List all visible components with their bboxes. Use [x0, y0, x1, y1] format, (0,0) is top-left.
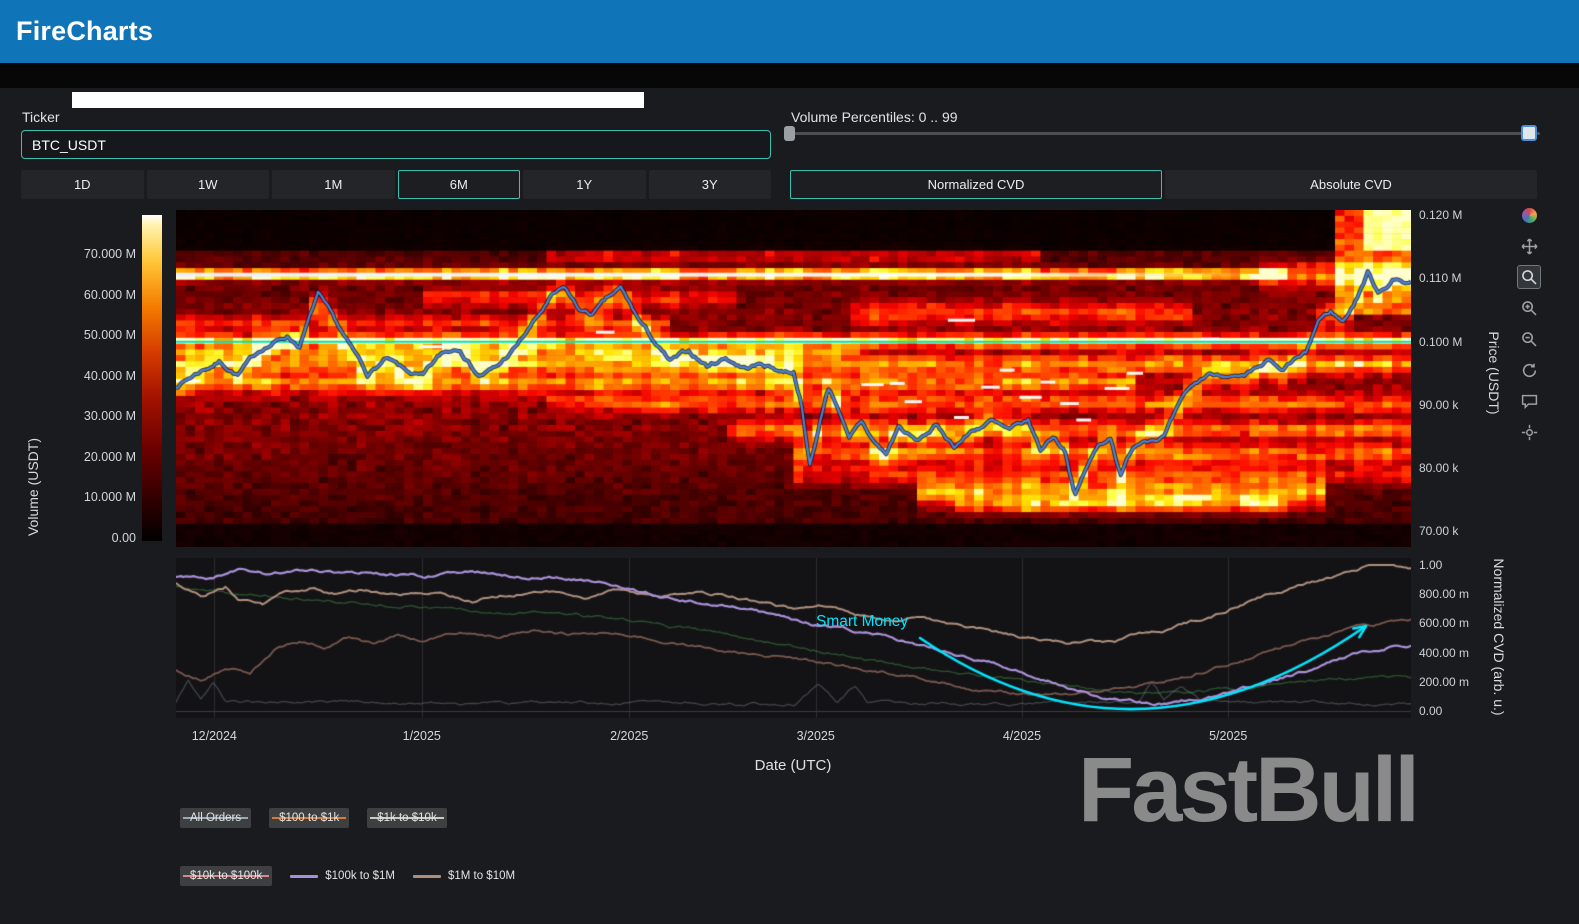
timeframe-3y[interactable]: 3Y: [648, 170, 771, 199]
volume-percentiles-label: Volume Percentiles: 0 .. 99: [791, 109, 958, 125]
volume-axis-title: Volume (USDT): [25, 437, 41, 537]
colorbar-tick-label: 30.000 M: [83, 409, 136, 424]
legend-label: $1k to $10k: [377, 812, 437, 824]
legend-item[interactable]: All Orders: [180, 808, 252, 828]
plotly-logo-icon[interactable]: [1517, 203, 1541, 227]
x-axis-ticks: 12/2024 1/2025 2/2025 3/2025 4/2025 5/2025: [0, 729, 1579, 749]
legend-row-1: All Orders $100 to $1k $1k to $10k: [180, 806, 447, 830]
ticker-label: Ticker: [22, 109, 60, 125]
cvd-axis-ticks: 1.00 800.00 m 600.00 m 400.00 m 200.00 m 0.00: [1419, 0, 1509, 760]
cvd-mode-group: Normalized CVD Absolute CVD: [790, 170, 1537, 199]
cvd-mode-normalized-cvd[interactable]: Normalized CVD: [790, 170, 1162, 199]
legend-item[interactable]: $100 to $1k: [269, 808, 350, 828]
colorbar-tick-label: 40.000 M: [83, 368, 136, 383]
timeframe-6m[interactable]: 6M: [397, 170, 520, 199]
price-tick-label: 0.110 M: [1419, 271, 1462, 286]
zoom-in-icon[interactable]: [1517, 296, 1541, 320]
pan-icon[interactable]: [1517, 234, 1541, 258]
x-tick-label: 4/2025: [1002, 729, 1042, 743]
cvd-chart-canvas[interactable]: [176, 558, 1411, 718]
price-tick-label: 80.00 k: [1419, 461, 1459, 476]
timeframe-1m[interactable]: 1M: [272, 170, 395, 199]
x-tick-label: 12/2024: [191, 729, 237, 743]
cvd-mode-absolute-cvd[interactable]: Absolute CVD: [1165, 170, 1537, 199]
cvd-tick-label: 600.00 m: [1419, 616, 1470, 631]
toggle-spikes-icon[interactable]: [1517, 420, 1541, 444]
price-tick-label: 90.00 k: [1419, 397, 1459, 412]
legend-trace-sample: [412, 874, 441, 878]
blank-banner: [72, 92, 644, 108]
cvd-axis-title: Normalized CVD (arb. u.): [1491, 558, 1507, 716]
legend-label: All Orders: [190, 812, 242, 824]
volume-colorbar: [142, 215, 162, 541]
header-divider: [0, 63, 1579, 88]
price-tick-label: 70.00 k: [1419, 524, 1459, 539]
cvd-tick-label: 200.00 m: [1419, 674, 1470, 689]
legend-item[interactable]: $1M to $10M: [412, 870, 516, 882]
colorbar-ticks: 70.000 M 60.000 M 50.000 M 40.000 M 30.000 M…: [40, 0, 136, 760]
legend-item[interactable]: $10k to $100k: [180, 866, 273, 886]
cvd-tick-label: 1.00: [1419, 558, 1443, 572]
colorbar-tick-label: 70.000 M: [83, 247, 136, 261]
x-axis-title: Date (UTC): [754, 757, 832, 774]
legend-trace-sample: [272, 817, 347, 819]
volume-heatmap-canvas[interactable]: [176, 210, 1411, 547]
timeframe-group: 1D 1W 1M 6M 1Y 3Y: [21, 170, 771, 199]
legend-trace-sample: [183, 817, 249, 819]
colorbar-tick-label: 60.000 M: [83, 287, 136, 302]
fastbull-watermark: FastBull: [1078, 739, 1420, 841]
x-tick-label: 2/2025: [610, 729, 649, 743]
box-zoom-icon[interactable]: [1517, 265, 1541, 289]
slider-handle-min[interactable]: [784, 126, 795, 141]
legend-label: $1M to $10M: [447, 870, 516, 882]
legend-label: $100k to $1M: [325, 870, 395, 882]
app-title: FireCharts: [16, 16, 154, 46]
colorbar-tick-label: 20.000 M: [83, 449, 136, 464]
timeframe-1y[interactable]: 1Y: [523, 170, 646, 199]
legend-item[interactable]: $100k to $1M: [290, 870, 395, 882]
price-axis-ticks: 0.120 M 0.110 M 0.100 M 90.00 k 80.00 k 70.00…: [1419, 0, 1489, 760]
colorbar-tick-label: 50.000 M: [83, 328, 136, 343]
autoscale-icon[interactable]: [1517, 358, 1541, 382]
timeframe-1w[interactable]: 1W: [146, 170, 269, 199]
legend-label: $100 to $1k: [279, 812, 340, 824]
ticker-input[interactable]: [21, 130, 771, 159]
price-tick-label: 0.120 M: [1419, 208, 1463, 223]
legend-item[interactable]: $1k to $10k: [367, 808, 447, 828]
legend-label: $10k to $100k: [190, 870, 263, 882]
cvd-tick-label: 400.00 m: [1419, 645, 1470, 660]
legend-trace-sample: [183, 875, 270, 877]
cvd-tick-label: 800.00 m: [1419, 587, 1470, 602]
legend-trace-sample: [370, 817, 444, 819]
legend-row-2: $10k to $100k $100k to $1M $1M to $10M: [180, 864, 515, 888]
zoom-out-icon[interactable]: [1517, 327, 1541, 351]
price-tick-label: 0.100 M: [1419, 334, 1463, 349]
x-tick-label: 1/2025: [402, 729, 441, 743]
volume-percentile-slider-track[interactable]: [790, 132, 1540, 135]
x-tick-label: 5/2025: [1209, 729, 1248, 743]
legend-trace-sample: [290, 874, 319, 878]
app-header: FireCharts: [0, 0, 1579, 63]
plotly-modebar: [1517, 203, 1541, 444]
colorbar-tick-label: 0.00: [111, 531, 136, 545]
smart-money-annotation: Smart Money: [816, 613, 909, 630]
colorbar-tick-label: 10.000 M: [83, 490, 136, 505]
x-tick-label: 3/2025: [796, 729, 835, 743]
cvd-tick-label: 0.00: [1419, 704, 1443, 718]
toggle-hover-icon[interactable]: [1517, 389, 1541, 413]
slider-handle-max[interactable]: [1521, 125, 1537, 141]
timeframe-1d[interactable]: 1D: [21, 170, 144, 199]
